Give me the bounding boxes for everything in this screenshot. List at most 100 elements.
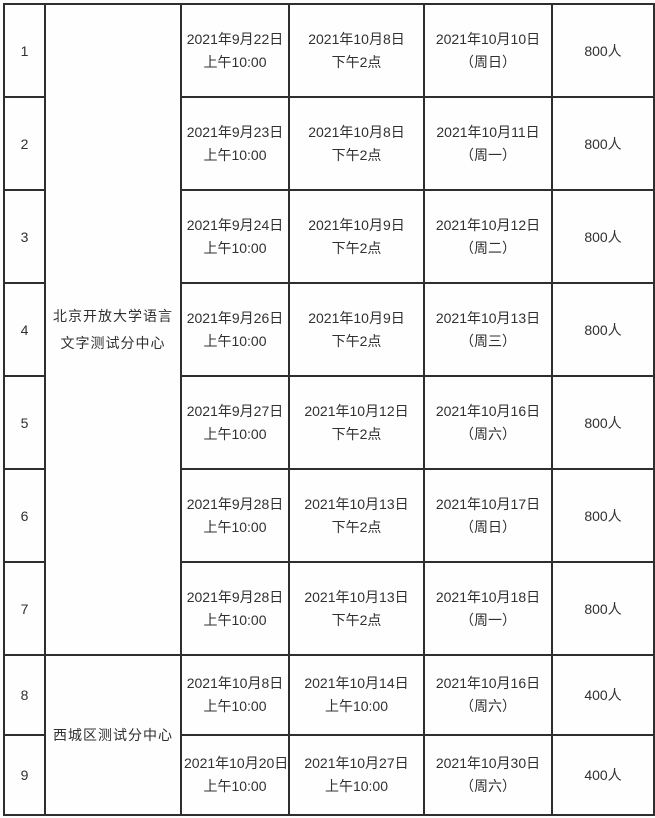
test-center-cell: 西城区测试分中心 — [44, 654, 182, 816]
table-row: 9 2021年10月20日 上午10:00 2021年10月27日 上午10:00 202… — [3, 734, 655, 816]
cell-text-line: 上午10:00 — [203, 239, 267, 256]
date-cell-2: 2021年10月13日 下午2点 — [288, 468, 425, 563]
date-cell-3: 2021年10月30日 （周六） — [423, 734, 553, 816]
cell-text-line: 2021年10月12日 — [435, 216, 541, 233]
date-cell-1: 2021年9月26日 上午10:00 — [180, 282, 290, 377]
cell-text-line: （周六） — [460, 698, 516, 714]
row-number-cell: 4 — [3, 282, 46, 377]
cell-text-line: （周日） — [460, 53, 516, 70]
cell-text-line: 下午2点 — [331, 425, 382, 442]
cell-text-line: 2021年10月13日 — [435, 309, 541, 326]
cell-text-line: 下午2点 — [331, 146, 382, 163]
cell-text-line: 下午2点 — [331, 611, 382, 628]
cell-text-line: 2021年10月8日 — [186, 675, 284, 691]
cell-text-line: 2021年10月9日 — [308, 309, 405, 326]
capacity-cell: 800人 — [551, 3, 655, 98]
date-cell-3: 2021年10月11日 （周一） — [423, 96, 553, 191]
table-row: 1 北京开放大学语言文字测试分中心 2021年9月22日 上午10:00 2021年10… — [3, 3, 655, 656]
cell-text-line: （周六） — [460, 778, 516, 794]
cell-text-line: （周一） — [460, 611, 516, 628]
date-cell-2: 2021年10月8日 下午2点 — [288, 3, 425, 98]
cell-text-line: 上午10:00 — [203, 778, 267, 794]
date-cell-1: 2021年9月28日 上午10:00 — [180, 561, 290, 656]
date-cell-2: 2021年10月12日 下午2点 — [288, 375, 425, 470]
cell-text-line: （周一） — [460, 146, 516, 163]
table-row: 6 2021年9月28日 上午10:00 2021年10月13日 下午2点 2021年10… — [3, 468, 655, 563]
cell-text-line: 上午10:00 — [203, 611, 267, 628]
cell-text-line: 2021年10月13日 — [304, 495, 409, 512]
cell-text-line: 下午2点 — [331, 53, 382, 70]
table-row: 8 西城区测试分中心 2021年10月8日 上午10:00 2021年10月14日 上午1… — [3, 654, 655, 816]
cell-text-line: （周六） — [460, 425, 516, 442]
date-cell-1: 2021年9月23日 上午10:00 — [180, 96, 290, 191]
cell-text-line: 下午2点 — [331, 518, 382, 535]
date-cell-3: 2021年10月18日 （周一） — [423, 561, 553, 656]
cell-text-line: 上午10:00 — [203, 698, 267, 714]
cell-text-line: 2021年10月16日 — [435, 402, 541, 419]
date-cell-1: 2021年9月27日 上午10:00 — [180, 375, 290, 470]
row-number-cell: 9 — [3, 734, 46, 816]
capacity-cell: 400人 — [551, 654, 655, 736]
cell-text-line: 2021年10月8日 — [308, 123, 405, 140]
capacity-cell: 800人 — [551, 96, 655, 191]
capacity-cell: 800人 — [551, 375, 655, 470]
date-cell-3: 2021年10月10日 （周日） — [423, 3, 553, 98]
date-cell-3: 2021年10月13日 （周三） — [423, 282, 553, 377]
cell-text-line: 2021年10月16日 — [435, 675, 541, 691]
row-number-cell: 5 — [3, 375, 46, 470]
date-cell-2: 2021年10月13日 下午2点 — [288, 561, 425, 656]
cell-text-line: 2021年10月18日 — [435, 588, 541, 605]
cell-text-line: 上午10:00 — [324, 698, 389, 714]
capacity-cell: 800人 — [551, 189, 655, 284]
test-center-cell: 北京开放大学语言文字测试分中心 — [44, 3, 182, 656]
date-cell-3: 2021年10月16日 （周六） — [423, 375, 553, 470]
cell-text-line: 2021年10月27日 — [304, 755, 409, 771]
schedule-table-body: 1 北京开放大学语言文字测试分中心 2021年9月22日 上午10:00 2021年10… — [3, 3, 655, 816]
table-row: 5 2021年9月27日 上午10:00 2021年10月12日 下午2点 2021年10… — [3, 375, 655, 470]
cell-text-line: 2021年10月13日 — [304, 588, 409, 605]
cell-text-line: 2021年10月12日 — [304, 402, 409, 419]
cell-text-line: 2021年10月11日 — [436, 123, 540, 140]
row-number-cell: 8 — [3, 654, 46, 736]
row-number-cell: 3 — [3, 189, 46, 284]
date-cell-2: 2021年10月9日 下午2点 — [288, 189, 425, 284]
cell-text-line: 2021年10月8日 — [308, 30, 405, 47]
date-cell-1: 2021年9月24日 上午10:00 — [180, 189, 290, 284]
date-cell-1: 2021年9月28日 上午10:00 — [180, 468, 290, 563]
cell-text-line: 2021年9月23日 — [186, 123, 284, 140]
cell-text-line: （周三） — [460, 332, 516, 349]
cell-text-line: 下午2点 — [331, 239, 382, 256]
cell-text-line: 2021年10月14日 — [304, 675, 409, 691]
cell-text-line: 2021年10月20日 — [184, 755, 289, 771]
cell-text-line: 2021年9月26日 — [186, 309, 284, 326]
cell-text-line: 上午10:00 — [324, 778, 389, 794]
capacity-cell: 400人 — [551, 734, 655, 816]
cell-text-line: 2021年9月22日 — [186, 30, 284, 47]
date-cell-2: 2021年10月27日 上午10:00 — [288, 734, 425, 816]
row-number-cell: 2 — [3, 96, 46, 191]
cell-text-line: 2021年10月10日 — [435, 30, 541, 47]
cell-text-line: 2021年10月17日 — [435, 495, 541, 512]
date-cell-2: 2021年10月14日 上午10:00 — [288, 654, 425, 736]
date-cell-3: 2021年10月16日 （周六） — [423, 654, 553, 736]
row-number-cell: 1 — [3, 3, 46, 98]
cell-text-line: 2021年10月9日 — [308, 216, 405, 233]
cell-text-line: （周二） — [460, 239, 516, 256]
cell-text-line: 上午10:00 — [203, 332, 267, 349]
table-row: 2 2021年9月23日 上午10:00 2021年10月8日 下午2点 2021年10月… — [3, 96, 655, 191]
date-cell-1: 2021年9月22日 上午10:00 — [180, 3, 290, 98]
cell-text-line: 2021年10月30日 — [435, 755, 541, 771]
capacity-cell: 800人 — [551, 561, 655, 656]
cell-text-line: 上午10:00 — [203, 425, 267, 442]
date-cell-3: 2021年10月12日 （周二） — [423, 189, 553, 284]
date-cell-1: 2021年10月8日 上午10:00 — [180, 654, 290, 736]
capacity-cell: 800人 — [551, 468, 655, 563]
table-row: 4 2021年9月26日 上午10:00 2021年10月9日 下午2点 2021年10月… — [3, 282, 655, 377]
cell-text-line: （周日） — [460, 518, 516, 535]
cell-text-line: 2021年9月28日 — [186, 495, 284, 512]
schedule-table: 1 北京开放大学语言文字测试分中心 2021年9月22日 上午10:00 2021年10… — [3, 3, 655, 816]
row-number-cell: 6 — [3, 468, 46, 563]
cell-text-line: 2021年9月24日 — [186, 216, 284, 233]
cell-text-line: 上午10:00 — [203, 53, 267, 70]
